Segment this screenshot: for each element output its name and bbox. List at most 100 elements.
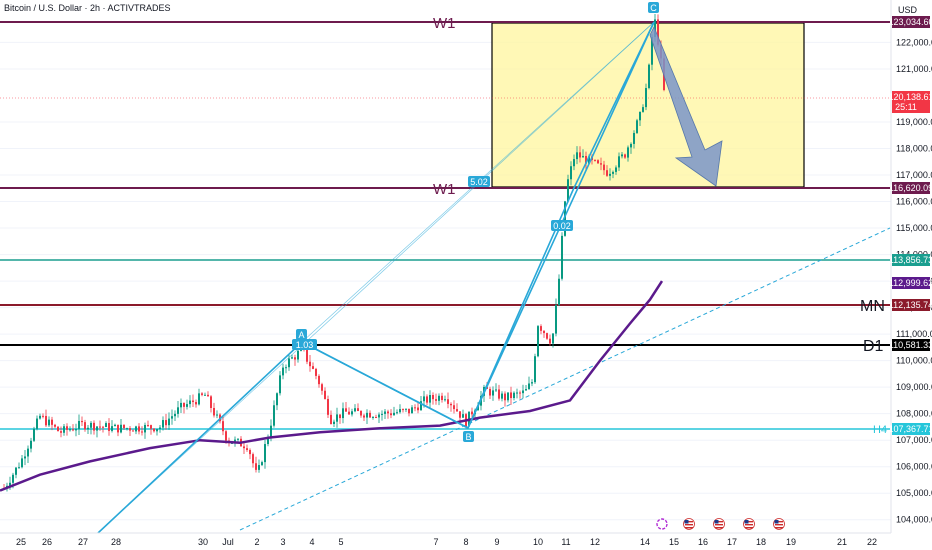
candle-body: [528, 383, 530, 390]
candle-body: [42, 415, 44, 417]
us-flag-event-icon-3[interactable]: [743, 518, 755, 530]
candle-body: [405, 408, 407, 410]
candle-body: [420, 401, 422, 411]
time-axis[interactable]: 25 26 27 28 30 Jul 2 3 4 5 7 8 9 10 11 12 14 15 16 17 18 19 21…: [16, 537, 877, 547]
x-tick-label: 21: [837, 537, 847, 547]
candle-body: [573, 159, 575, 167]
candle-body: [612, 171, 614, 174]
candle-body: [393, 412, 395, 416]
candle-body: [336, 414, 338, 422]
point-b-badge[interactable]: B: [463, 431, 474, 442]
candle-body: [198, 393, 200, 405]
candle-body: [360, 411, 362, 416]
candle-body: [429, 394, 431, 403]
candle-body: [354, 408, 356, 412]
candle-body: [210, 396, 212, 408]
candle-body: [549, 338, 551, 344]
candle-body: [309, 361, 311, 367]
candle-body: [33, 428, 35, 441]
point-a-badge[interactable]: A: [296, 329, 307, 340]
x-tick-label: 10: [533, 537, 543, 547]
candle-body: [69, 429, 71, 431]
candle-body: [627, 147, 629, 158]
candle-body: [156, 428, 158, 432]
candle-body: [66, 426, 68, 430]
chart-grid: [0, 41, 891, 521]
candle-body: [84, 422, 86, 430]
svg-text:107,367.71: 107,367.71: [888, 424, 932, 434]
us-flag-event-icon-2[interactable]: [713, 518, 725, 530]
y-tick-label: 115,000.00: [896, 223, 932, 233]
x-tick-label: 15: [669, 537, 679, 547]
candle-body: [321, 384, 323, 391]
candle-body: [510, 392, 512, 399]
candle-body: [651, 37, 653, 65]
svg-text:25:11: 25:11: [895, 102, 917, 112]
x-tick-label: 16: [698, 537, 708, 547]
target-zone-box[interactable]: [491, 22, 805, 188]
candle-body: [435, 399, 437, 401]
candle-body: [144, 424, 146, 433]
candle-body: [378, 414, 380, 418]
x-tick-label: 14: [640, 537, 650, 547]
candle-body: [105, 423, 107, 428]
y-tick-label: 110,000.00: [896, 356, 932, 366]
us-flag-event-icon[interactable]: [683, 518, 695, 530]
candle-body: [459, 411, 461, 418]
candle-body: [507, 392, 509, 401]
chart-title: Bitcoin / U.S. Dollar · 2h · ACTIVTRADES: [4, 3, 171, 13]
point-c-badge[interactable]: C: [648, 2, 659, 13]
candle-body: [180, 402, 182, 408]
candle-body: [93, 422, 95, 431]
candle-body: [534, 356, 536, 383]
x-tick-label: 28: [111, 537, 121, 547]
candle-body: [423, 396, 425, 402]
candle-body: [447, 399, 449, 404]
candle-body: [285, 367, 287, 369]
replay-icon[interactable]: [656, 518, 668, 530]
candle-body: [108, 423, 110, 431]
candle-body: [381, 413, 383, 415]
ratio-badge-a[interactable]: 1.03: [292, 339, 317, 350]
candle-body: [171, 416, 173, 419]
candle-body: [345, 408, 347, 412]
candle-body: [456, 409, 458, 412]
pattern-a-b-line[interactable]: [301, 341, 469, 429]
svg-text:C: C: [650, 3, 657, 13]
candle-body: [387, 411, 389, 414]
candle-body: [648, 64, 650, 89]
y-tick-label: 107,000.00: [896, 435, 932, 445]
us-flag-event-icon-4[interactable]: [773, 518, 785, 530]
x-tick-label: Jul: [222, 537, 234, 547]
candle-body: [45, 415, 47, 426]
candle-body: [57, 426, 59, 432]
projection-arrow[interactable]: [649, 26, 723, 187]
x-tick-label: 8: [463, 537, 468, 547]
y-tick-label: 119,000.00: [896, 117, 932, 127]
candlestick-series: [3, 13, 665, 492]
candle-body: [63, 426, 65, 433]
w1-lower-price-badge: 116,620.09: [889, 182, 932, 194]
moving-average-line[interactable]: [0, 280, 664, 492]
ratio-badge-upper[interactable]: 5.02: [468, 176, 490, 187]
candle-body: [315, 368, 317, 376]
ratio-badge-mid[interactable]: 0.02: [551, 220, 573, 231]
candle-body: [621, 154, 623, 157]
candle-body: [48, 419, 50, 426]
candle-body: [78, 420, 80, 430]
candle-body: [258, 465, 260, 470]
ratio-connector-line: [97, 21, 655, 534]
candle-body: [357, 408, 359, 412]
y-tick-label: 105,000.00: [896, 488, 932, 498]
dashed-trendline[interactable]: [239, 227, 891, 531]
candle-body: [159, 427, 161, 429]
candle-body: [633, 132, 635, 144]
candle-body: [72, 429, 74, 431]
candle-body: [522, 390, 524, 394]
svg-text:5.02: 5.02: [470, 177, 488, 187]
candle-body: [330, 414, 332, 424]
candle-body: [639, 111, 641, 121]
candle-body: [138, 426, 140, 432]
candle-body: [642, 107, 644, 112]
